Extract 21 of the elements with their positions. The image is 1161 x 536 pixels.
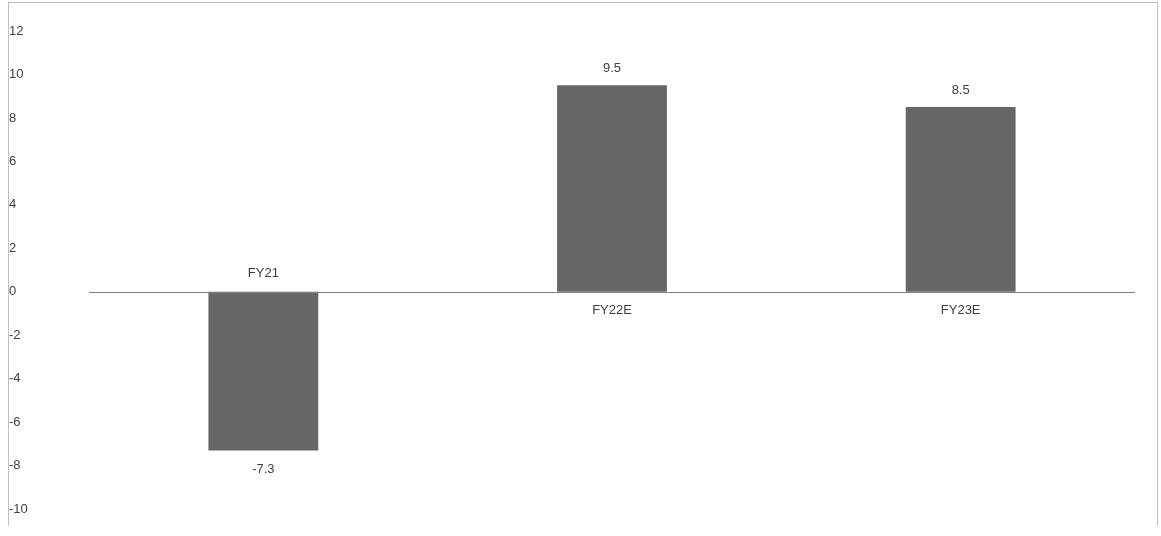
y-tick-label: -4	[9, 370, 21, 386]
y-tick-label: 12	[9, 22, 24, 38]
data-label: -7.3	[252, 460, 275, 476]
data-label: 9.5	[602, 60, 622, 76]
bar	[557, 85, 667, 292]
y-tick-label: 4	[9, 196, 17, 212]
x-tick-label: FY23E	[940, 301, 981, 317]
data-label: 8.5	[951, 82, 970, 98]
x-tick-label: FY21	[247, 264, 279, 280]
bar	[208, 291, 319, 451]
bar	[905, 107, 1016, 292]
y-tick-label: -10	[9, 500, 28, 516]
y-tick-label: -8	[9, 457, 21, 473]
y-tick-label: 2	[9, 239, 17, 255]
y-tick-label: 10	[9, 66, 24, 82]
y-tick-label: 6	[9, 153, 17, 168]
y-tick-label: 0	[9, 283, 17, 299]
x-tick-label: FY22E	[592, 301, 633, 317]
y-tick-label: -2	[9, 326, 21, 342]
y-tick-label: -6	[9, 413, 21, 429]
y-tick-label: 8	[9, 109, 17, 125]
